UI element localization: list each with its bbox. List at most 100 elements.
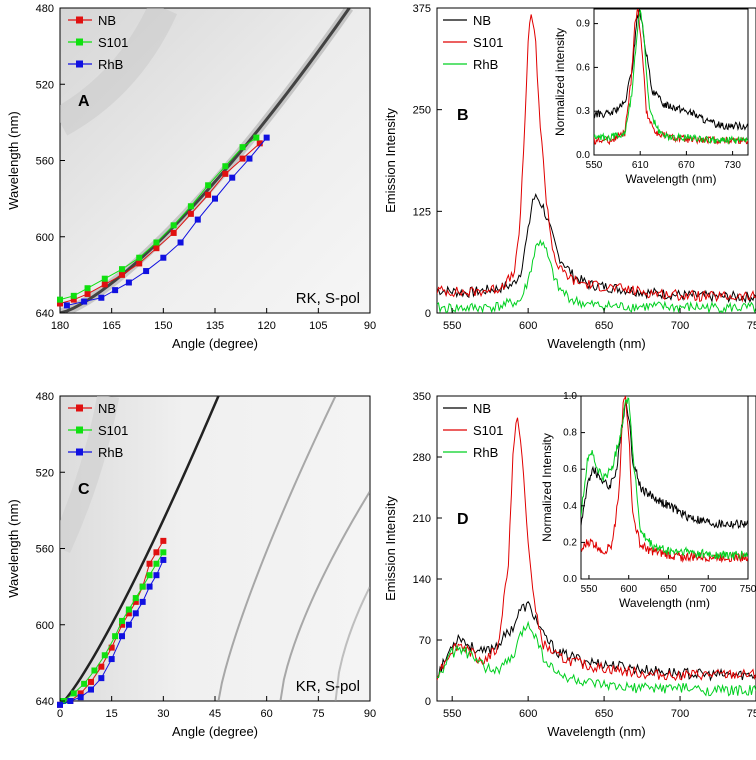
band-4 [334,586,370,701]
data-point-s101 [84,285,91,292]
x-tick-label: 700 [671,320,689,332]
data-point-rhb [98,675,105,682]
data-point-rhb [153,572,160,579]
data-point-s101 [160,549,167,556]
spectra [437,14,756,313]
data-point-rhb [125,621,132,628]
legend-label-rhb: RhB [98,445,123,460]
inset-series-rhb [581,397,748,560]
y-axis-label: Wavelength (nm) [6,499,21,598]
data-point-nb [88,678,94,685]
spectra [437,417,756,697]
x-tick-label: 90 [364,320,376,332]
inset-x-tick-label: 700 [700,584,717,595]
panel-annotation: RK, S-pol [296,290,360,307]
data-point-s101 [139,583,146,590]
y-tick-label: 140 [413,574,431,586]
inset-series-nb [581,402,748,530]
y-tick-label: 70 [419,635,431,647]
inset-x-axis-label: Wavelength (nm) [626,172,717,186]
inset-y-tick-label: 0.8 [563,428,577,439]
panel-b: 550 600 650 700 750 0 125 250 375 Wavelength (nm)… [383,3,756,351]
data-point-nb [84,290,91,297]
y-axis-label: Wavelength (nm) [6,111,21,210]
panel-a: 180 165 150 135 120 105 90 480 520 560 600 640 Angle… [6,3,376,351]
data-point-nb [57,300,63,307]
inset-y-axis-label: Normalized Intensity [540,433,554,542]
legend-label-nb: NB [98,401,116,416]
data-point-s101 [239,144,246,151]
legend-marker-rhb [76,448,83,456]
data-point-nb [222,170,229,177]
x-tick-label: 165 [102,320,120,332]
band-faint [60,396,120,554]
legend-label-s101: S101 [98,423,128,438]
inset-y-tick-label: 0.6 [563,464,577,475]
data-point-rhb [160,254,167,261]
data-point-rhb [263,134,270,141]
data-point-nb [119,621,125,628]
data-point-nb [132,598,139,605]
data-point-nb [160,537,167,544]
x-tick-label: 105 [309,320,327,332]
y-tick-label: 0 [425,308,431,320]
data-point-s101 [70,690,77,697]
legend-marker-s101 [76,426,83,434]
data-point-s101 [57,296,63,303]
data-point-nb [108,644,115,651]
data-point-nb [205,191,212,198]
legend-marker-nb [76,404,83,412]
legend-label-rhb: RhB [473,57,498,72]
data-point-s101 [205,182,212,189]
x-tick-label: 120 [257,320,275,332]
legend-marker-rhb [76,60,83,68]
x-tick-label: 700 [671,708,689,720]
x-tick-label: 0 [57,708,63,720]
data-point-nb [170,229,177,236]
y-tick-label: 480 [36,391,54,403]
data-point-s101 [119,266,125,273]
inset-x-tick-label: 550 [581,584,598,595]
y-tick-label: 520 [36,467,54,479]
y-tick-label: 375 [413,3,431,15]
inset-x-axis-label: Wavelength (nm) [619,596,710,610]
series-line-rhb [437,620,756,697]
y-tick-label: 250 [413,105,431,117]
data-point-rhb [132,610,139,617]
inset-y-tick-label: 1.0 [563,391,577,402]
data-point-s101 [101,275,108,282]
x-tick-label: 650 [595,708,613,720]
series-line-s101 [437,417,756,682]
x-tick-label: 650 [595,320,613,332]
data-point-s101 [81,680,88,687]
inset-y-tick-label: 0.2 [563,537,577,548]
data-point-rhb [143,268,150,275]
data-point-s101 [170,222,177,229]
data-point-rhb [67,698,74,704]
panel-annotation: KR, S-pol [296,678,360,695]
y-axis-label: Emission Intensity [383,496,398,601]
data-point-rhb [63,302,70,309]
data-point-s101 [253,134,260,141]
inset-plot-area [593,8,749,156]
data-point-nb [119,271,125,278]
data-point-s101 [153,560,160,567]
panel-letter: D [457,511,469,528]
legend-label-s101: S101 [473,423,503,438]
data-point-s101 [222,163,229,170]
data-point-s101 [146,572,153,579]
inset-y-axis-label: Normalized intensity [553,28,567,136]
data-point-nb [70,296,77,303]
inset-x-tick-label: 750 [740,584,756,595]
series-line-nb [437,600,756,682]
inset-y-tick-label: 0.0 [576,150,590,161]
legend-label-rhb: RhB [98,57,123,72]
data-point-nb [256,140,263,147]
data-point-rhb [229,174,236,181]
inset-series-rhb [594,9,748,146]
band-2 [217,396,337,701]
x-tick-label: 90 [364,708,376,720]
x-axis-label: Angle (degree) [172,336,258,351]
inset-y-tick-label: 0.6 [576,62,590,73]
